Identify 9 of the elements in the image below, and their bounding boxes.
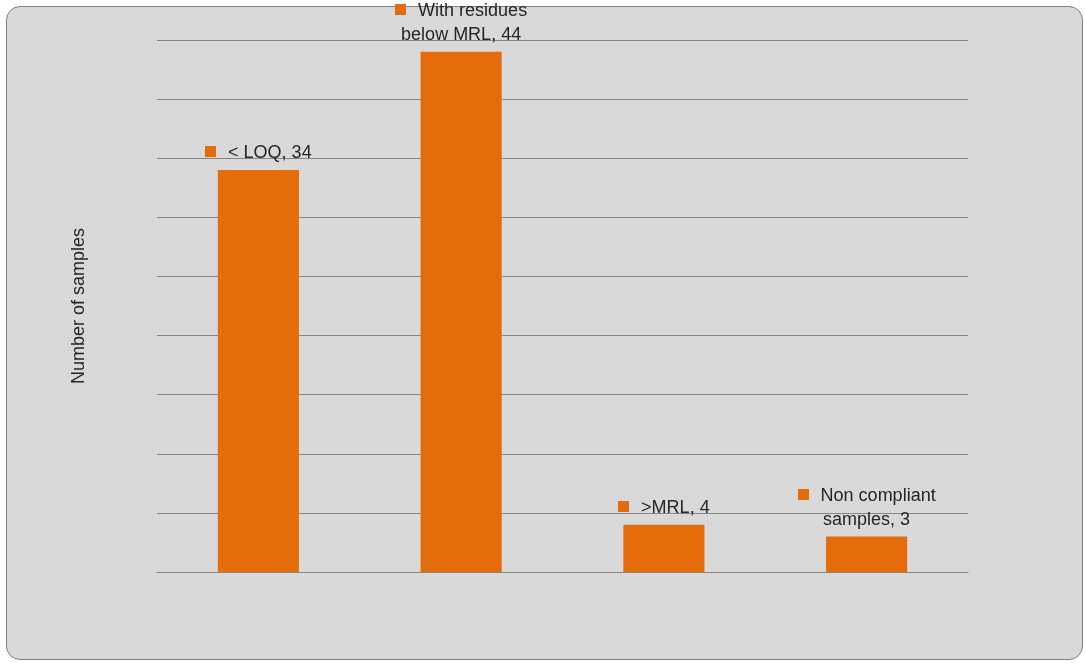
bar [623, 524, 705, 572]
bar [420, 51, 502, 572]
data-label: With residues below MRL, 44 [400, 0, 529, 46]
data-label: >MRL, 4 [640, 495, 711, 519]
data-label: < LOQ, 34 [227, 141, 313, 165]
bar [217, 170, 299, 572]
y-axis-title: Number of samples [68, 227, 88, 385]
data-label: Non compliant samples, 3 [819, 483, 937, 531]
bar [826, 536, 908, 572]
